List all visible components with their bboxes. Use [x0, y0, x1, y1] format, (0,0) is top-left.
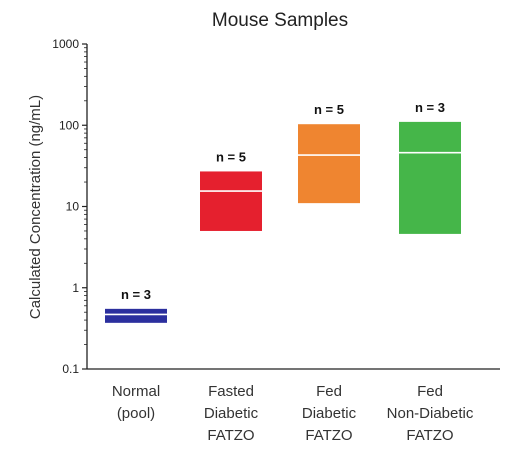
axes: 0.1 1 10 100 1000	[52, 37, 500, 376]
y-axis-label: Calculated Concentration (ng/mL)	[27, 95, 44, 319]
y-tick-label: 100	[59, 118, 79, 132]
x-tick-label: FATZO	[207, 427, 254, 444]
x-tick-label: FATZO	[305, 427, 352, 444]
category-labels: Normal (pool) Fasted Diabetic FATZO Fed Diabet…	[112, 383, 474, 444]
range-bar	[105, 308, 167, 323]
chart-title: Mouse Samples	[212, 10, 348, 31]
n-label: n = 5	[216, 149, 246, 164]
n-label: n = 3	[121, 287, 151, 302]
x-tick-label: Diabetic	[302, 405, 357, 422]
range-bar	[200, 171, 262, 231]
range-bar	[298, 124, 360, 204]
n-label: n = 5	[314, 102, 344, 117]
x-tick-label: (pool)	[117, 405, 155, 422]
bars: n = 3 n = 5 n = 5 n = 3	[105, 100, 461, 323]
x-tick-label: Non-Diabetic	[387, 405, 474, 422]
n-label: n = 3	[415, 100, 445, 115]
y-tick-label: 1000	[52, 37, 79, 51]
y-tick-label: 0.1	[62, 362, 79, 376]
x-tick-label: Fed	[417, 383, 443, 400]
x-tick-label: Diabetic	[204, 405, 259, 422]
x-tick-label: FATZO	[406, 427, 453, 444]
x-tick-label: Fasted	[208, 383, 254, 400]
x-tick-label: Fed	[316, 383, 342, 400]
x-tick-label: Normal	[112, 383, 160, 400]
y-tick-label: 1	[72, 281, 79, 295]
y-tick-label: 10	[66, 200, 80, 214]
range-bar	[399, 121, 461, 234]
